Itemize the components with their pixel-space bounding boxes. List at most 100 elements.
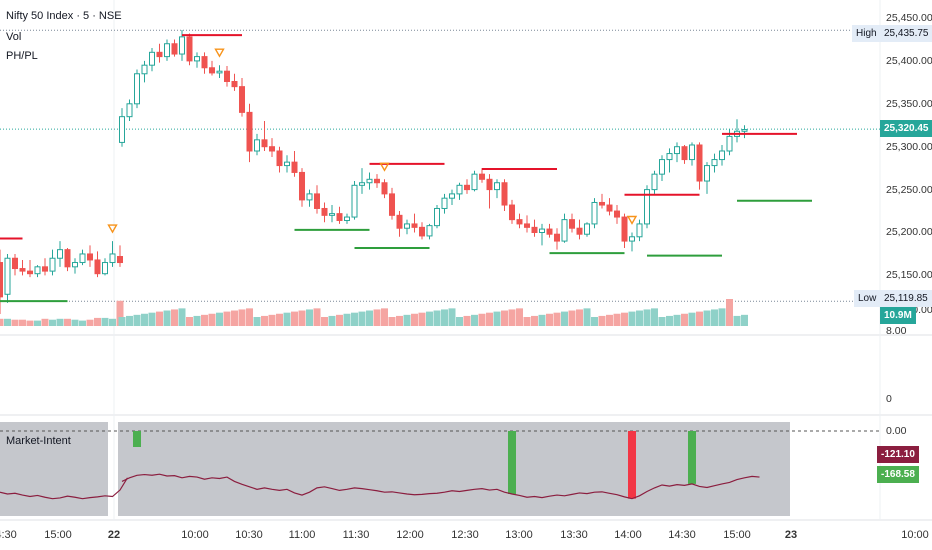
candle-body bbox=[524, 223, 530, 228]
candle-body bbox=[456, 184, 463, 195]
time-label: 12:00 bbox=[396, 529, 424, 541]
time-label: 10:30 bbox=[235, 529, 263, 541]
volume-bar bbox=[56, 318, 64, 326]
volume-bar bbox=[86, 319, 94, 326]
candle-body bbox=[119, 116, 125, 143]
candle-body bbox=[254, 139, 260, 152]
candle-body bbox=[584, 223, 590, 235]
candle-body bbox=[471, 173, 478, 191]
time-label: 13:30 bbox=[560, 529, 588, 541]
candle-body bbox=[374, 178, 380, 184]
volume-bar bbox=[358, 311, 366, 326]
price-tick: 25,150.00 bbox=[886, 269, 932, 281]
candle-body bbox=[209, 67, 215, 74]
candle-body bbox=[0, 262, 3, 298]
candle-body bbox=[321, 207, 328, 216]
volume-bar bbox=[583, 308, 591, 326]
volume-bar bbox=[148, 312, 156, 326]
oscillator-value-tag-1: -121.10 bbox=[877, 446, 919, 463]
candle-body bbox=[546, 228, 553, 235]
price-tick: 25,350.00 bbox=[886, 98, 932, 110]
candle-body bbox=[531, 226, 538, 234]
time-label: 14:30 bbox=[0, 529, 17, 541]
volume-bar bbox=[628, 311, 636, 326]
candle-body bbox=[441, 197, 448, 209]
volume-bar bbox=[636, 310, 643, 326]
candle-body bbox=[464, 184, 470, 191]
time-label: 23 bbox=[784, 529, 798, 541]
volume-bar bbox=[336, 314, 343, 326]
candle-body bbox=[449, 193, 455, 199]
price-tick: 25,400.00 bbox=[886, 55, 932, 67]
candle-body bbox=[359, 182, 365, 186]
candle-body bbox=[666, 153, 673, 161]
volume-bar bbox=[306, 309, 313, 326]
candle-body bbox=[636, 223, 643, 238]
volume-bar bbox=[231, 310, 238, 326]
volume-bar bbox=[11, 319, 19, 326]
candle-body bbox=[34, 266, 41, 275]
candle-body bbox=[276, 150, 283, 167]
candle-body bbox=[4, 257, 11, 295]
candle-body bbox=[336, 213, 343, 221]
volume-bar bbox=[94, 317, 101, 326]
oscillator-tick: 0.00 bbox=[886, 425, 907, 437]
candle-body bbox=[141, 64, 148, 75]
volume-bar bbox=[711, 309, 718, 326]
candle-body bbox=[27, 270, 33, 275]
volume-bar bbox=[508, 309, 516, 326]
volume-bar bbox=[238, 309, 246, 326]
volume-bar bbox=[268, 314, 276, 326]
volume-legend: Vol bbox=[6, 31, 22, 43]
price-tick: 25,300.00 bbox=[886, 141, 932, 153]
candle-body bbox=[569, 219, 575, 229]
candle-body bbox=[224, 70, 230, 82]
candle-body bbox=[344, 216, 350, 221]
volume-bar bbox=[718, 308, 726, 326]
price-tick: 25,250.00 bbox=[886, 184, 932, 196]
volume-bar bbox=[116, 300, 124, 326]
candle-body bbox=[381, 182, 388, 195]
volume-bar bbox=[501, 310, 508, 326]
high-tag: High bbox=[852, 25, 881, 42]
volume-bar bbox=[381, 308, 388, 326]
candle-body bbox=[117, 256, 123, 264]
volume-bar bbox=[546, 313, 553, 326]
candle-body bbox=[329, 213, 335, 216]
volume-bar bbox=[4, 318, 11, 326]
volume-bar bbox=[178, 308, 186, 326]
volume-bar bbox=[703, 310, 711, 326]
volume-bar bbox=[403, 314, 411, 326]
volume-bar bbox=[373, 309, 381, 326]
time-label: 14:00 bbox=[614, 529, 642, 541]
time-label: 15:00 bbox=[723, 529, 751, 541]
candle-body bbox=[389, 193, 395, 216]
oscillator-line bbox=[121, 473, 760, 500]
candle-body bbox=[516, 219, 523, 225]
oscillator-value-tag-2: -168.58 bbox=[877, 466, 919, 483]
candle-body bbox=[42, 266, 48, 272]
candle-body bbox=[216, 70, 223, 74]
candle-body bbox=[246, 111, 253, 152]
candle-body bbox=[741, 129, 748, 132]
volume-bar bbox=[141, 313, 148, 326]
time-label: 11:00 bbox=[288, 529, 316, 541]
candle-body bbox=[179, 36, 185, 55]
volume-bar bbox=[621, 312, 628, 326]
candle-body bbox=[201, 56, 208, 69]
volume-bar bbox=[471, 314, 478, 326]
volume-bar bbox=[276, 313, 283, 326]
candle-body bbox=[102, 262, 108, 275]
volume-bar bbox=[291, 311, 298, 326]
candle-body bbox=[689, 144, 695, 161]
candle-body bbox=[366, 178, 373, 184]
candle-body bbox=[576, 227, 583, 235]
candle-body bbox=[291, 161, 298, 173]
volume-bar bbox=[366, 310, 373, 326]
candle-body bbox=[49, 257, 56, 272]
candle-body bbox=[479, 173, 485, 180]
volume-bar bbox=[478, 313, 486, 326]
candle-body bbox=[726, 135, 733, 152]
volume-bar bbox=[741, 314, 748, 326]
volume-bar bbox=[396, 315, 403, 326]
